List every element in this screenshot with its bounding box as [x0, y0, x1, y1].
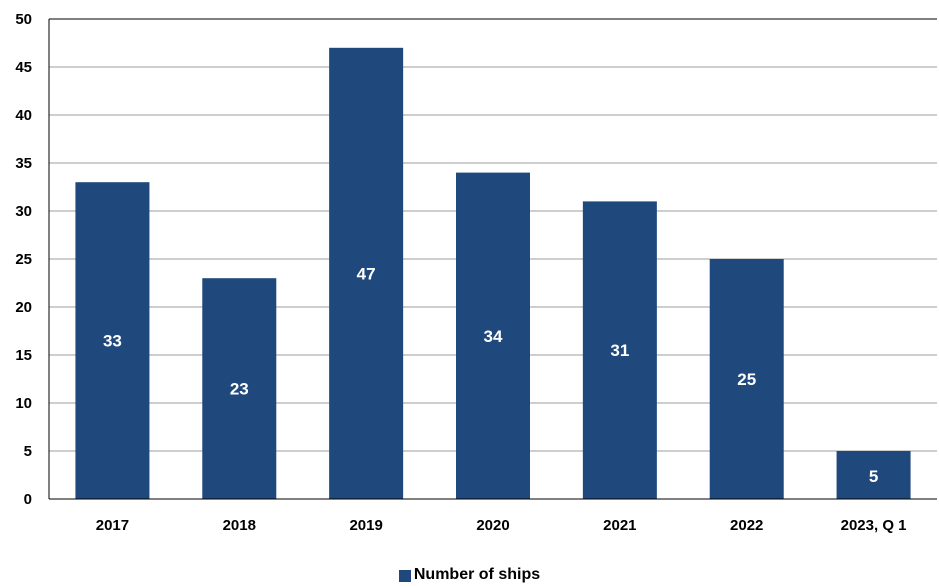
x-tick-label: 2020	[476, 517, 509, 534]
y-tick-label: 45	[15, 59, 32, 76]
x-tick-label: 2023, Q 1	[841, 517, 907, 534]
y-tick-label: 10	[15, 395, 32, 412]
y-tick-label: 15	[15, 347, 32, 364]
y-tick-label: 40	[15, 107, 32, 124]
data-label: 31	[610, 341, 629, 360]
data-label: 47	[357, 264, 376, 283]
bar-2021	[582, 201, 657, 499]
legend-label: Number of ships	[413, 566, 541, 583]
bar-2018	[202, 278, 277, 499]
bar-2023-q-1	[836, 451, 911, 499]
bars	[75, 47, 911, 500]
x-tick-label: 2022	[730, 517, 763, 534]
x-tick-label: 2017	[96, 517, 129, 534]
x-tick-label: 2018	[223, 517, 256, 534]
y-tick-label: 30	[15, 203, 32, 220]
data-label: 25	[737, 370, 756, 389]
x-tick-label: 2019	[349, 517, 382, 534]
bar-2022	[709, 259, 784, 499]
y-tick-label: 35	[15, 155, 32, 172]
data-label: 33	[103, 332, 122, 351]
bar-2020	[456, 172, 530, 499]
axes: 0 5 10 15 20 25 30 35 40 45 50 2017 2018 2019 2020 2021…	[15, 11, 937, 534]
y-tick-label: 5	[24, 443, 32, 460]
data-label: 23	[230, 380, 249, 399]
y-tick-label: 50	[15, 11, 32, 28]
bar-2019	[329, 47, 404, 500]
data-label: 5	[869, 467, 878, 486]
bar-chart: 33 23 47 34 31 25 5 0 5 10 15 20 25 30 35 40 45 50 2017 20…	[15, 11, 937, 534]
data-label: 34	[484, 327, 503, 346]
bar-2017	[75, 182, 150, 499]
legend-swatch	[398, 570, 411, 582]
x-tick-label: 2021	[603, 517, 636, 534]
data-labels: 33 23 47 34 31 25 5	[103, 264, 878, 486]
legend: Number of ships	[0, 566, 939, 584]
y-tick-label: 0	[24, 491, 32, 508]
y-tick-label: 20	[15, 299, 32, 316]
y-tick-label: 25	[15, 251, 32, 268]
